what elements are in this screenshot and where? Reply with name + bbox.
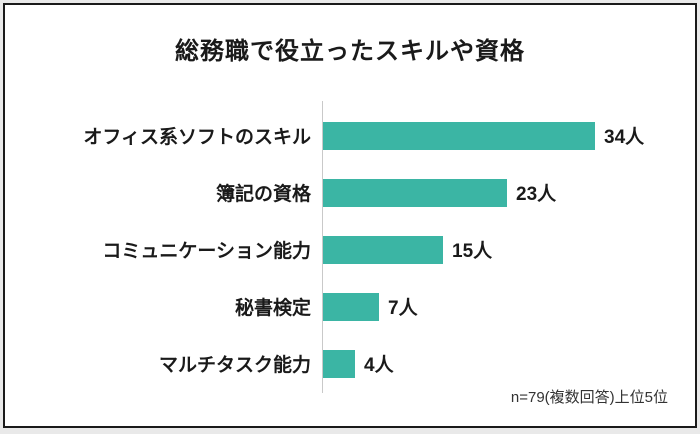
category-label: 秘書検定 [234, 298, 311, 319]
bar-row: 4人 [323, 335, 695, 392]
bar [323, 349, 355, 378]
category-label: マルチタスク能力 [158, 355, 311, 376]
bar-row: 34人 [323, 107, 695, 164]
bar [323, 121, 595, 150]
y-axis-line [322, 101, 323, 393]
value-label: 23人 [516, 184, 557, 205]
value-label: 34人 [604, 127, 645, 148]
chart-card: 総務職で役立ったスキルや資格 オフィス系ソフトのスキル簿記の資格コミュニケーショ… [3, 3, 697, 428]
bar-row: 7人 [323, 278, 695, 335]
bar-row: 15人 [323, 221, 695, 278]
chart-title: 総務職で役立ったスキルや資格 [175, 38, 525, 65]
sample-size-note: n=79(複数回答)上位5位 [510, 389, 668, 406]
category-label: 簿記の資格 [215, 184, 311, 205]
bar [323, 178, 507, 207]
bar [323, 235, 443, 264]
category-labels-column: オフィス系ソフトのスキル簿記の資格コミュニケーション能力秘書検定マルチタスク能力 [5, 101, 311, 392]
value-label: 4人 [364, 355, 394, 376]
value-label: 15人 [452, 241, 493, 262]
value-label: 7人 [388, 298, 418, 319]
category-label: コミュニケーション能力 [102, 241, 311, 262]
plot-area: 34人 23人 15人 7人 4人 [323, 101, 695, 392]
bar-chart: オフィス系ソフトのスキル簿記の資格コミュニケーション能力秘書検定マルチタスク能力… [5, 101, 695, 393]
bar-row: 23人 [323, 164, 695, 221]
bar [323, 292, 379, 321]
category-label: オフィス系ソフトのスキル [83, 127, 311, 148]
